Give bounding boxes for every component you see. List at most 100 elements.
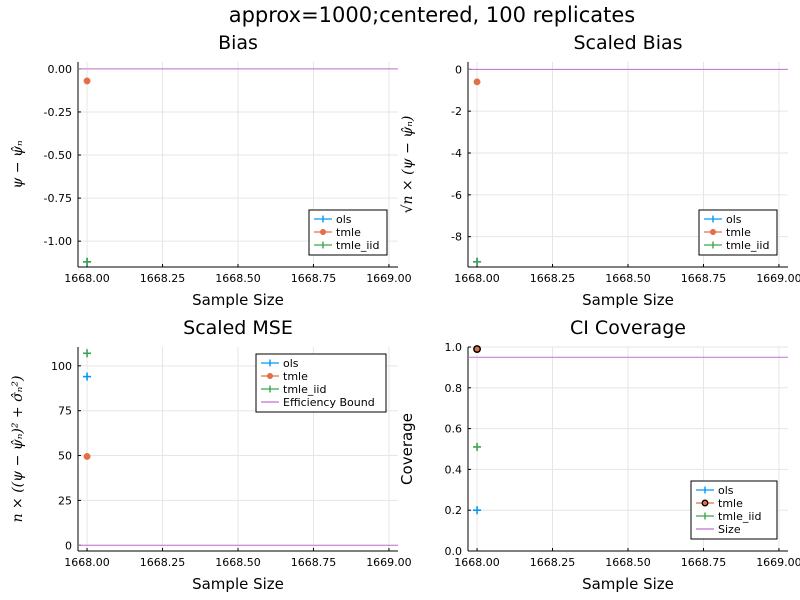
- y-tick-label: -6: [451, 189, 462, 202]
- legend-label: tmle: [726, 226, 751, 239]
- x-tick-label: 1668.50: [605, 272, 651, 285]
- legend-label: ols: [336, 213, 352, 226]
- y-tick-label: 1.0: [445, 341, 463, 354]
- y-tick-label: 0.0: [445, 545, 463, 558]
- y-tick-label: 0.4: [445, 463, 463, 476]
- y-tick-label: -1.00: [44, 235, 72, 248]
- legend-label: tmle_iid: [726, 239, 769, 252]
- x-tick-label: 1668.75: [291, 556, 337, 569]
- x-tick-label: 1669.00: [756, 272, 800, 285]
- legend-label: Size: [718, 523, 741, 536]
- y-tick-label: 25: [58, 494, 72, 507]
- y-axis-label: √n × (ψ − ψ̂ₙ): [400, 116, 416, 214]
- panel-title: CI Coverage: [570, 317, 686, 339]
- legend-item-ols: ols: [704, 213, 742, 226]
- point-tmle_iid: [83, 349, 92, 358]
- x-tick-label: 1669.00: [756, 556, 800, 569]
- x-tick-label: 1668.75: [291, 272, 337, 285]
- legend-marker: [701, 499, 709, 507]
- y-axis-label: Coverage: [398, 413, 416, 485]
- x-tick-label: 1668.50: [215, 272, 261, 285]
- legend-item-ols: ols: [261, 357, 299, 370]
- legend-marker: [709, 228, 717, 236]
- x-tick-label: 1668.00: [64, 556, 110, 569]
- y-tick-label: -0.25: [44, 106, 72, 119]
- panel-scaled-mse: 1668.00 1668.25 1668.50 1668.75 1669.00 0 25 50…: [10, 317, 412, 593]
- x-tick-label: 1668.75: [681, 272, 727, 285]
- legend-item-tmle: tmle: [696, 497, 743, 510]
- legend-item-tmle_iid: tmle_iid: [314, 239, 379, 252]
- x-tick-label: 1668.50: [215, 556, 261, 569]
- panel-title: Scaled Bias: [573, 32, 682, 54]
- point-ols: [83, 372, 92, 381]
- y-axis-label: n × ((ψ − ψ̂ₙ)² + σ̂ₙ²): [10, 376, 26, 523]
- x-tick-label: 1669.00: [366, 556, 412, 569]
- y-tick-label: 100: [51, 360, 72, 373]
- x-tick-label: 1668.00: [64, 272, 110, 285]
- x-axis-label: Sample Size: [582, 291, 674, 309]
- y-tick-label: 0.00: [48, 63, 73, 76]
- legend-label: ols: [283, 357, 299, 370]
- point-tmle_iid: [473, 442, 482, 451]
- point-tmle: [473, 78, 481, 86]
- legend-label: tmle: [718, 497, 743, 510]
- point-tmle: [83, 452, 91, 460]
- legend-item-ols: ols: [696, 484, 734, 497]
- legend-marker: [266, 372, 274, 380]
- y-tick-label: 0.2: [445, 504, 463, 517]
- legend-item-tmle: tmle: [704, 226, 751, 239]
- y-tick-label: 0: [65, 539, 72, 552]
- y-tick-label: -0.75: [44, 192, 72, 205]
- y-tick-label: -0.50: [44, 149, 72, 162]
- legend-label: tmle_iid: [336, 239, 379, 252]
- legend-item-tmle: tmle: [314, 226, 361, 239]
- legend-item-tmle_iid: tmle_iid: [704, 239, 769, 252]
- legend-item-ols: ols: [314, 213, 352, 226]
- y-tick-label: -8: [451, 231, 462, 244]
- x-axis-label: Sample Size: [192, 575, 284, 593]
- x-tick-label: 1668.25: [140, 272, 186, 285]
- x-axis-label: Sample Size: [192, 291, 284, 309]
- legend-label: ols: [718, 484, 734, 497]
- x-tick-label: 1669.00: [366, 272, 412, 285]
- x-tick-label: 1668.25: [530, 272, 576, 285]
- y-tick-label: 75: [58, 405, 72, 418]
- point-tmle: [83, 77, 91, 85]
- point-tmle_iid: [83, 257, 92, 266]
- x-axis-label: Sample Size: [582, 575, 674, 593]
- legend-item-tmle_iid: tmle_iid: [696, 510, 761, 523]
- x-tick-label: 1668.75: [681, 556, 727, 569]
- y-tick-label: -2: [451, 105, 462, 118]
- point-tmle: [473, 345, 482, 353]
- panel-bias: 1668.00 1668.25 1668.50 1668.75 1669.00 0.00 -…: [10, 32, 412, 309]
- x-tick-label: 1668.25: [530, 556, 576, 569]
- panel-title: Bias: [218, 32, 258, 54]
- legend-item-efficiency-bound: Efficiency Bound: [261, 396, 375, 409]
- y-tick-label: 0.8: [445, 382, 463, 395]
- x-tick-label: 1668.00: [454, 556, 500, 569]
- legend-item-size: Size: [696, 523, 741, 536]
- point-tmle_iid: [473, 257, 482, 266]
- y-tick-label: 0.6: [445, 423, 463, 436]
- legend-box: [255, 353, 387, 413]
- legend-label: tmle: [283, 370, 308, 383]
- legend-label: tmle_iid: [283, 383, 326, 396]
- y-tick-label: -4: [451, 147, 462, 160]
- point-ols: [473, 506, 482, 515]
- y-tick-label: 0: [455, 63, 462, 76]
- legend-label: ols: [726, 213, 742, 226]
- legend-label: Efficiency Bound: [283, 396, 375, 409]
- panel-ci-coverage: 1668.00 1668.25 1668.50 1668.75 1669.00 0.0 0.…: [398, 317, 800, 593]
- y-axis-label: ψ − ψ̂ₙ: [10, 140, 26, 189]
- legend-item-tmle: tmle: [261, 370, 308, 383]
- legend-marker: [319, 228, 327, 236]
- legend-label: tmle: [336, 226, 361, 239]
- legend-item-tmle_iid: tmle_iid: [261, 383, 326, 396]
- panel-title: Scaled MSE: [183, 317, 293, 339]
